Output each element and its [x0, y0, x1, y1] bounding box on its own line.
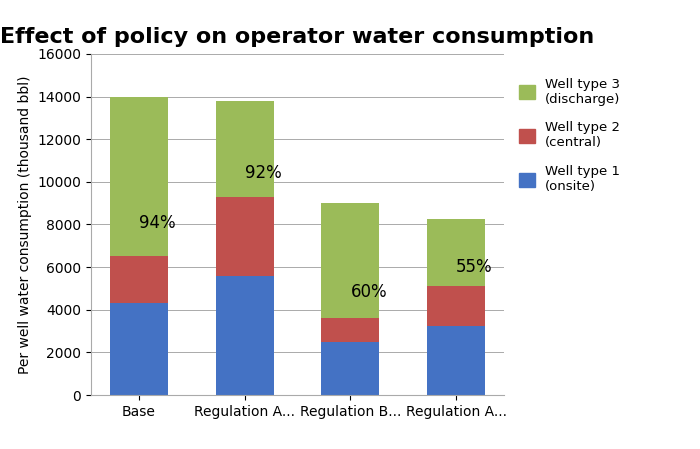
Bar	[427, 326, 485, 395]
Bar	[110, 97, 168, 256]
Bar	[321, 203, 379, 318]
Bar	[110, 256, 168, 304]
Bar	[427, 286, 485, 326]
Bar	[216, 276, 274, 395]
Bar	[321, 318, 379, 342]
Text: 55%: 55%	[456, 258, 493, 276]
Bar	[321, 342, 379, 395]
Bar	[216, 197, 274, 276]
Text: 94%: 94%	[139, 215, 176, 233]
Bar	[427, 219, 485, 286]
Title: Effect of policy on operator water consumption: Effect of policy on operator water consu…	[1, 27, 594, 47]
Bar	[216, 101, 274, 197]
Text: 92%: 92%	[244, 164, 281, 182]
Bar	[110, 304, 168, 395]
Text: 60%: 60%	[351, 283, 387, 301]
Legend: Well type 3
(discharge), Well type 2
(central), Well type 1
(onsite): Well type 3 (discharge), Well type 2 (ce…	[519, 78, 621, 193]
Y-axis label: Per well water consumption (thousand bbl): Per well water consumption (thousand bbl…	[18, 75, 32, 374]
